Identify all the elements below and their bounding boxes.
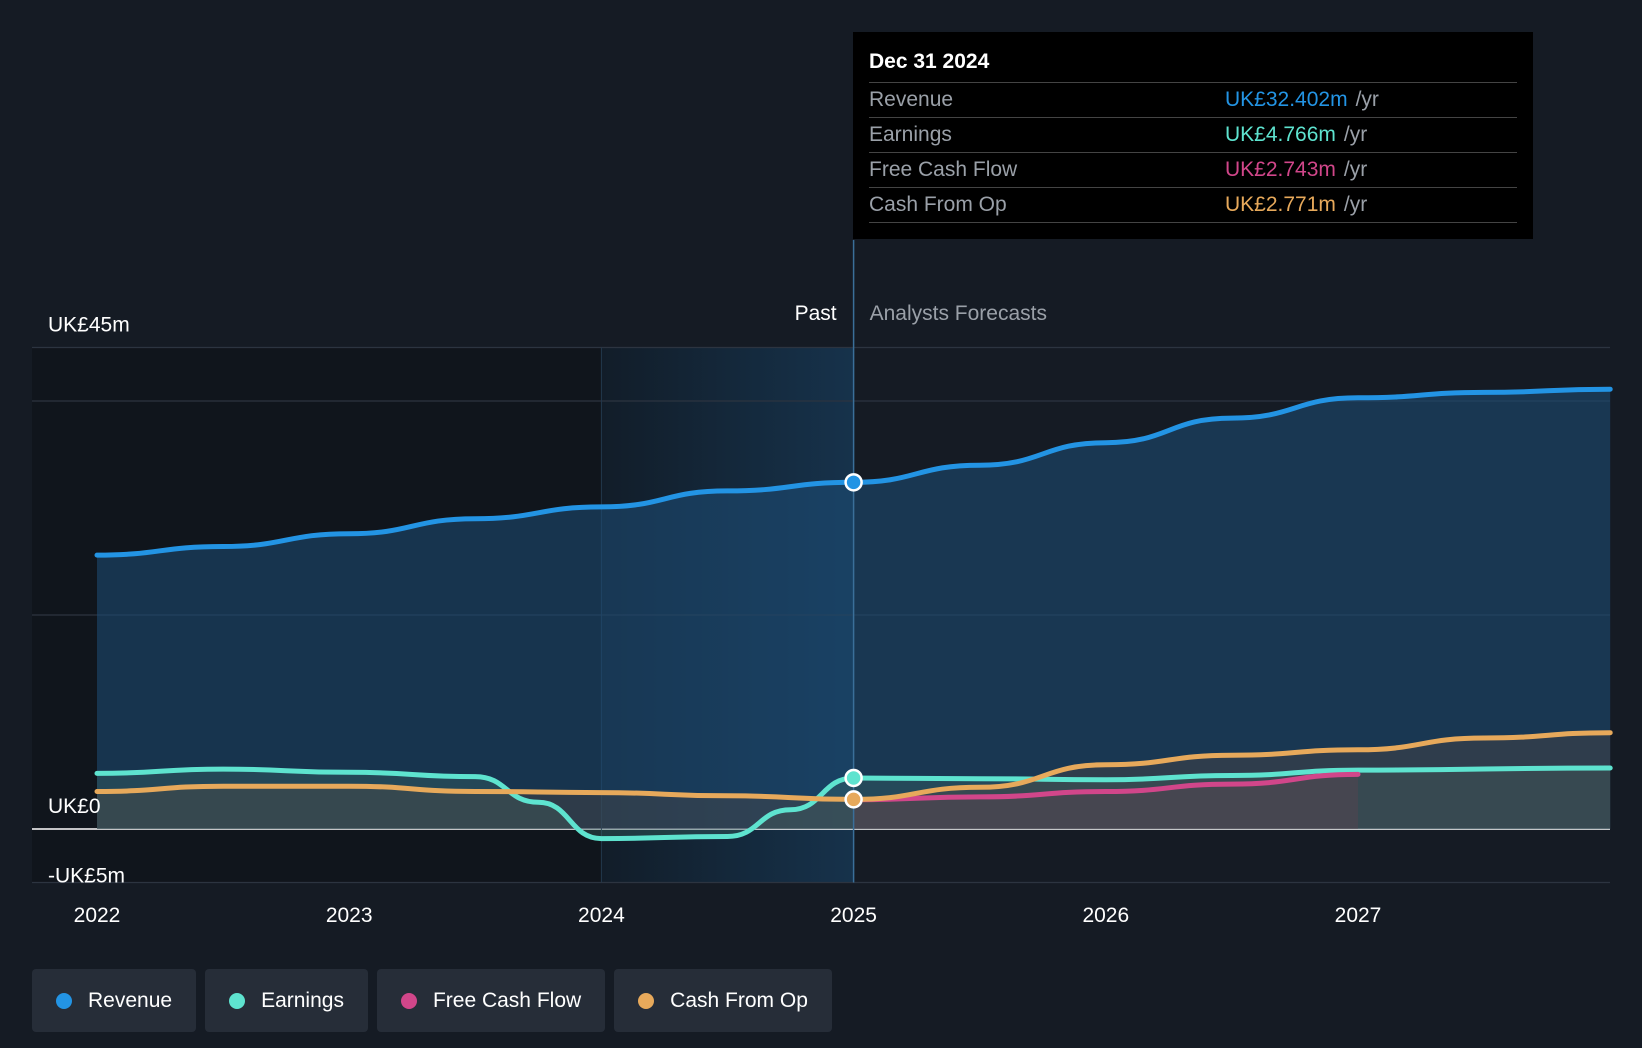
tooltip-row-revenue: Revenue UK£32.402m /yr	[869, 83, 1517, 118]
tooltip-row-cash-from-op: Cash From Op UK£2.771m /yr	[869, 188, 1517, 223]
tooltip-unit: /yr	[1343, 193, 1368, 216]
highlight-markers	[844, 473, 863, 809]
legend-dot-icon	[638, 992, 655, 1009]
tooltip-label: Cash From Op	[869, 193, 1007, 216]
legend-dot-icon	[56, 992, 72, 1009]
tooltip-value: UK£4.766m	[1225, 123, 1336, 146]
legend-label: Earnings	[261, 988, 344, 1012]
legend: Revenue Earnings Free Cash Flow Cash Fro…	[32, 969, 832, 1032]
marker-revenue	[844, 473, 863, 492]
past-label: Past	[795, 302, 837, 325]
legend-label: Revenue	[88, 988, 173, 1012]
tooltip-label: Revenue	[869, 88, 954, 111]
tooltip-unit: /yr	[1343, 158, 1368, 181]
legend-item-revenue[interactable]: Revenue	[32, 969, 197, 1032]
line-earnings	[94, 765, 1613, 842]
legend-label: Cash From Op	[670, 988, 808, 1012]
legend-item-free-cash-flow[interactable]: Free Cash Flow	[376, 969, 606, 1032]
y-axis-labels: UK£45m UK£0 -UK£5m	[48, 314, 130, 888]
legend-dot-icon	[229, 992, 246, 1009]
tooltip-label: Earnings	[869, 123, 952, 146]
tooltip-value: UK£32.402m	[1225, 88, 1348, 111]
legend-item-cash-from-op[interactable]: Cash From Op	[614, 969, 832, 1032]
tooltip-row-earnings: Earnings UK£4.766m /yr	[869, 118, 1517, 153]
x-tick-label: 2027	[1335, 904, 1382, 927]
tooltip-value: UK£2.743m	[1225, 158, 1336, 181]
tooltip-row-free-cash-flow: Free Cash Flow UK£2.743m /yr	[869, 153, 1517, 188]
y-tick-label: UK£45m	[48, 314, 130, 337]
tooltip-unit: /yr	[1355, 88, 1379, 111]
legend-label: Free Cash Flow	[432, 988, 582, 1012]
y-tick-label: -UK£5m	[48, 865, 125, 888]
marker-earnings	[844, 768, 863, 788]
marker-cash-from-op	[844, 790, 863, 809]
y-tick-label: UK£0	[48, 795, 101, 818]
x-tick-label: 2026	[1082, 904, 1129, 927]
forecast-label: Analysts Forecasts	[870, 302, 1047, 325]
legend-item-earnings[interactable]: Earnings	[205, 969, 368, 1032]
legend-dot-icon	[400, 992, 417, 1009]
area-free-cash-flow	[853, 774, 1358, 829]
x-tick-label: 2022	[74, 904, 121, 927]
tooltip-date: Dec 31 2024	[869, 46, 1517, 83]
x-tick-label: 2025	[830, 904, 877, 927]
x-tick-label: 2023	[326, 904, 373, 927]
tooltip-label: Free Cash Flow	[869, 158, 1018, 181]
x-axis-labels: 2022 2023 2024 2025 2026 2027	[74, 904, 1382, 927]
tooltip-unit: /yr	[1343, 123, 1368, 146]
tooltip-value: UK£2.771m	[1225, 193, 1336, 216]
tooltip: Dec 31 2024 Revenue UK£32.402m /yr Earni…	[853, 32, 1533, 239]
x-tick-label: 2024	[578, 904, 625, 927]
line-free-cash-flow	[851, 771, 1361, 803]
